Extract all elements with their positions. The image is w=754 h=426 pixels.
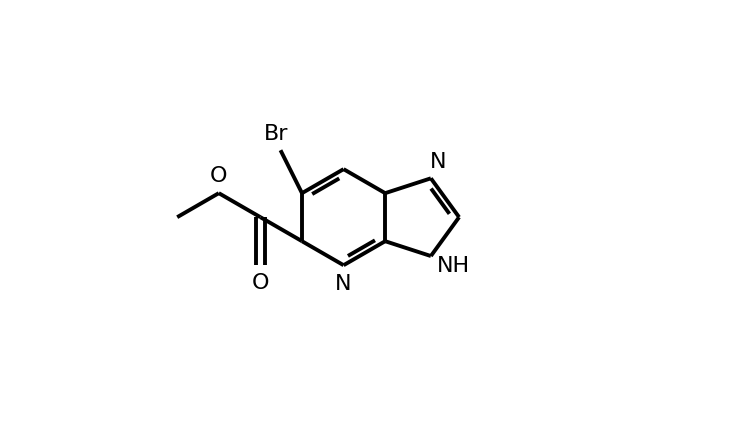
Text: O: O [210, 167, 228, 187]
Text: Br: Br [264, 124, 289, 144]
Text: NH: NH [437, 256, 470, 276]
Text: O: O [252, 273, 269, 293]
Text: N: N [336, 274, 352, 294]
Text: N: N [430, 152, 446, 172]
